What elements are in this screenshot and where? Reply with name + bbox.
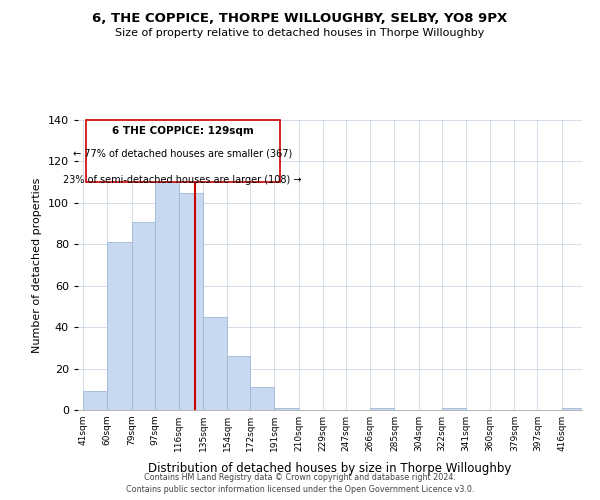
Bar (250, 387, 274, 410)
Bar (562, 408, 586, 410)
Bar (370, 408, 394, 410)
Bar (83, 392, 107, 410)
Text: 6, THE COPPICE, THORPE WILLOUGHBY, SELBY, YO8 9PX: 6, THE COPPICE, THORPE WILLOUGHBY, SELBY… (92, 12, 508, 26)
Bar (442, 408, 466, 410)
Bar (155, 182, 179, 410)
Y-axis label: Number of detached properties: Number of detached properties (32, 178, 42, 352)
Bar (274, 408, 299, 410)
Text: Contains HM Land Registry data © Crown copyright and database right 2024.: Contains HM Land Registry data © Crown c… (144, 474, 456, 482)
Text: 6 THE COPPICE: 129sqm: 6 THE COPPICE: 129sqm (112, 126, 253, 136)
FancyBboxPatch shape (86, 120, 280, 182)
Bar (179, 192, 203, 410)
Text: ← 77% of detached houses are smaller (367): ← 77% of detached houses are smaller (36… (73, 149, 292, 159)
Bar (203, 317, 227, 410)
X-axis label: Distribution of detached houses by size in Thorpe Willoughby: Distribution of detached houses by size … (148, 462, 512, 475)
Text: Size of property relative to detached houses in Thorpe Willoughby: Size of property relative to detached ho… (115, 28, 485, 38)
Text: Contains public sector information licensed under the Open Government Licence v3: Contains public sector information licen… (126, 485, 474, 494)
Text: 23% of semi-detached houses are larger (108) →: 23% of semi-detached houses are larger (… (64, 175, 302, 185)
Bar (107, 242, 131, 410)
Bar (227, 356, 250, 410)
Bar (131, 222, 155, 410)
